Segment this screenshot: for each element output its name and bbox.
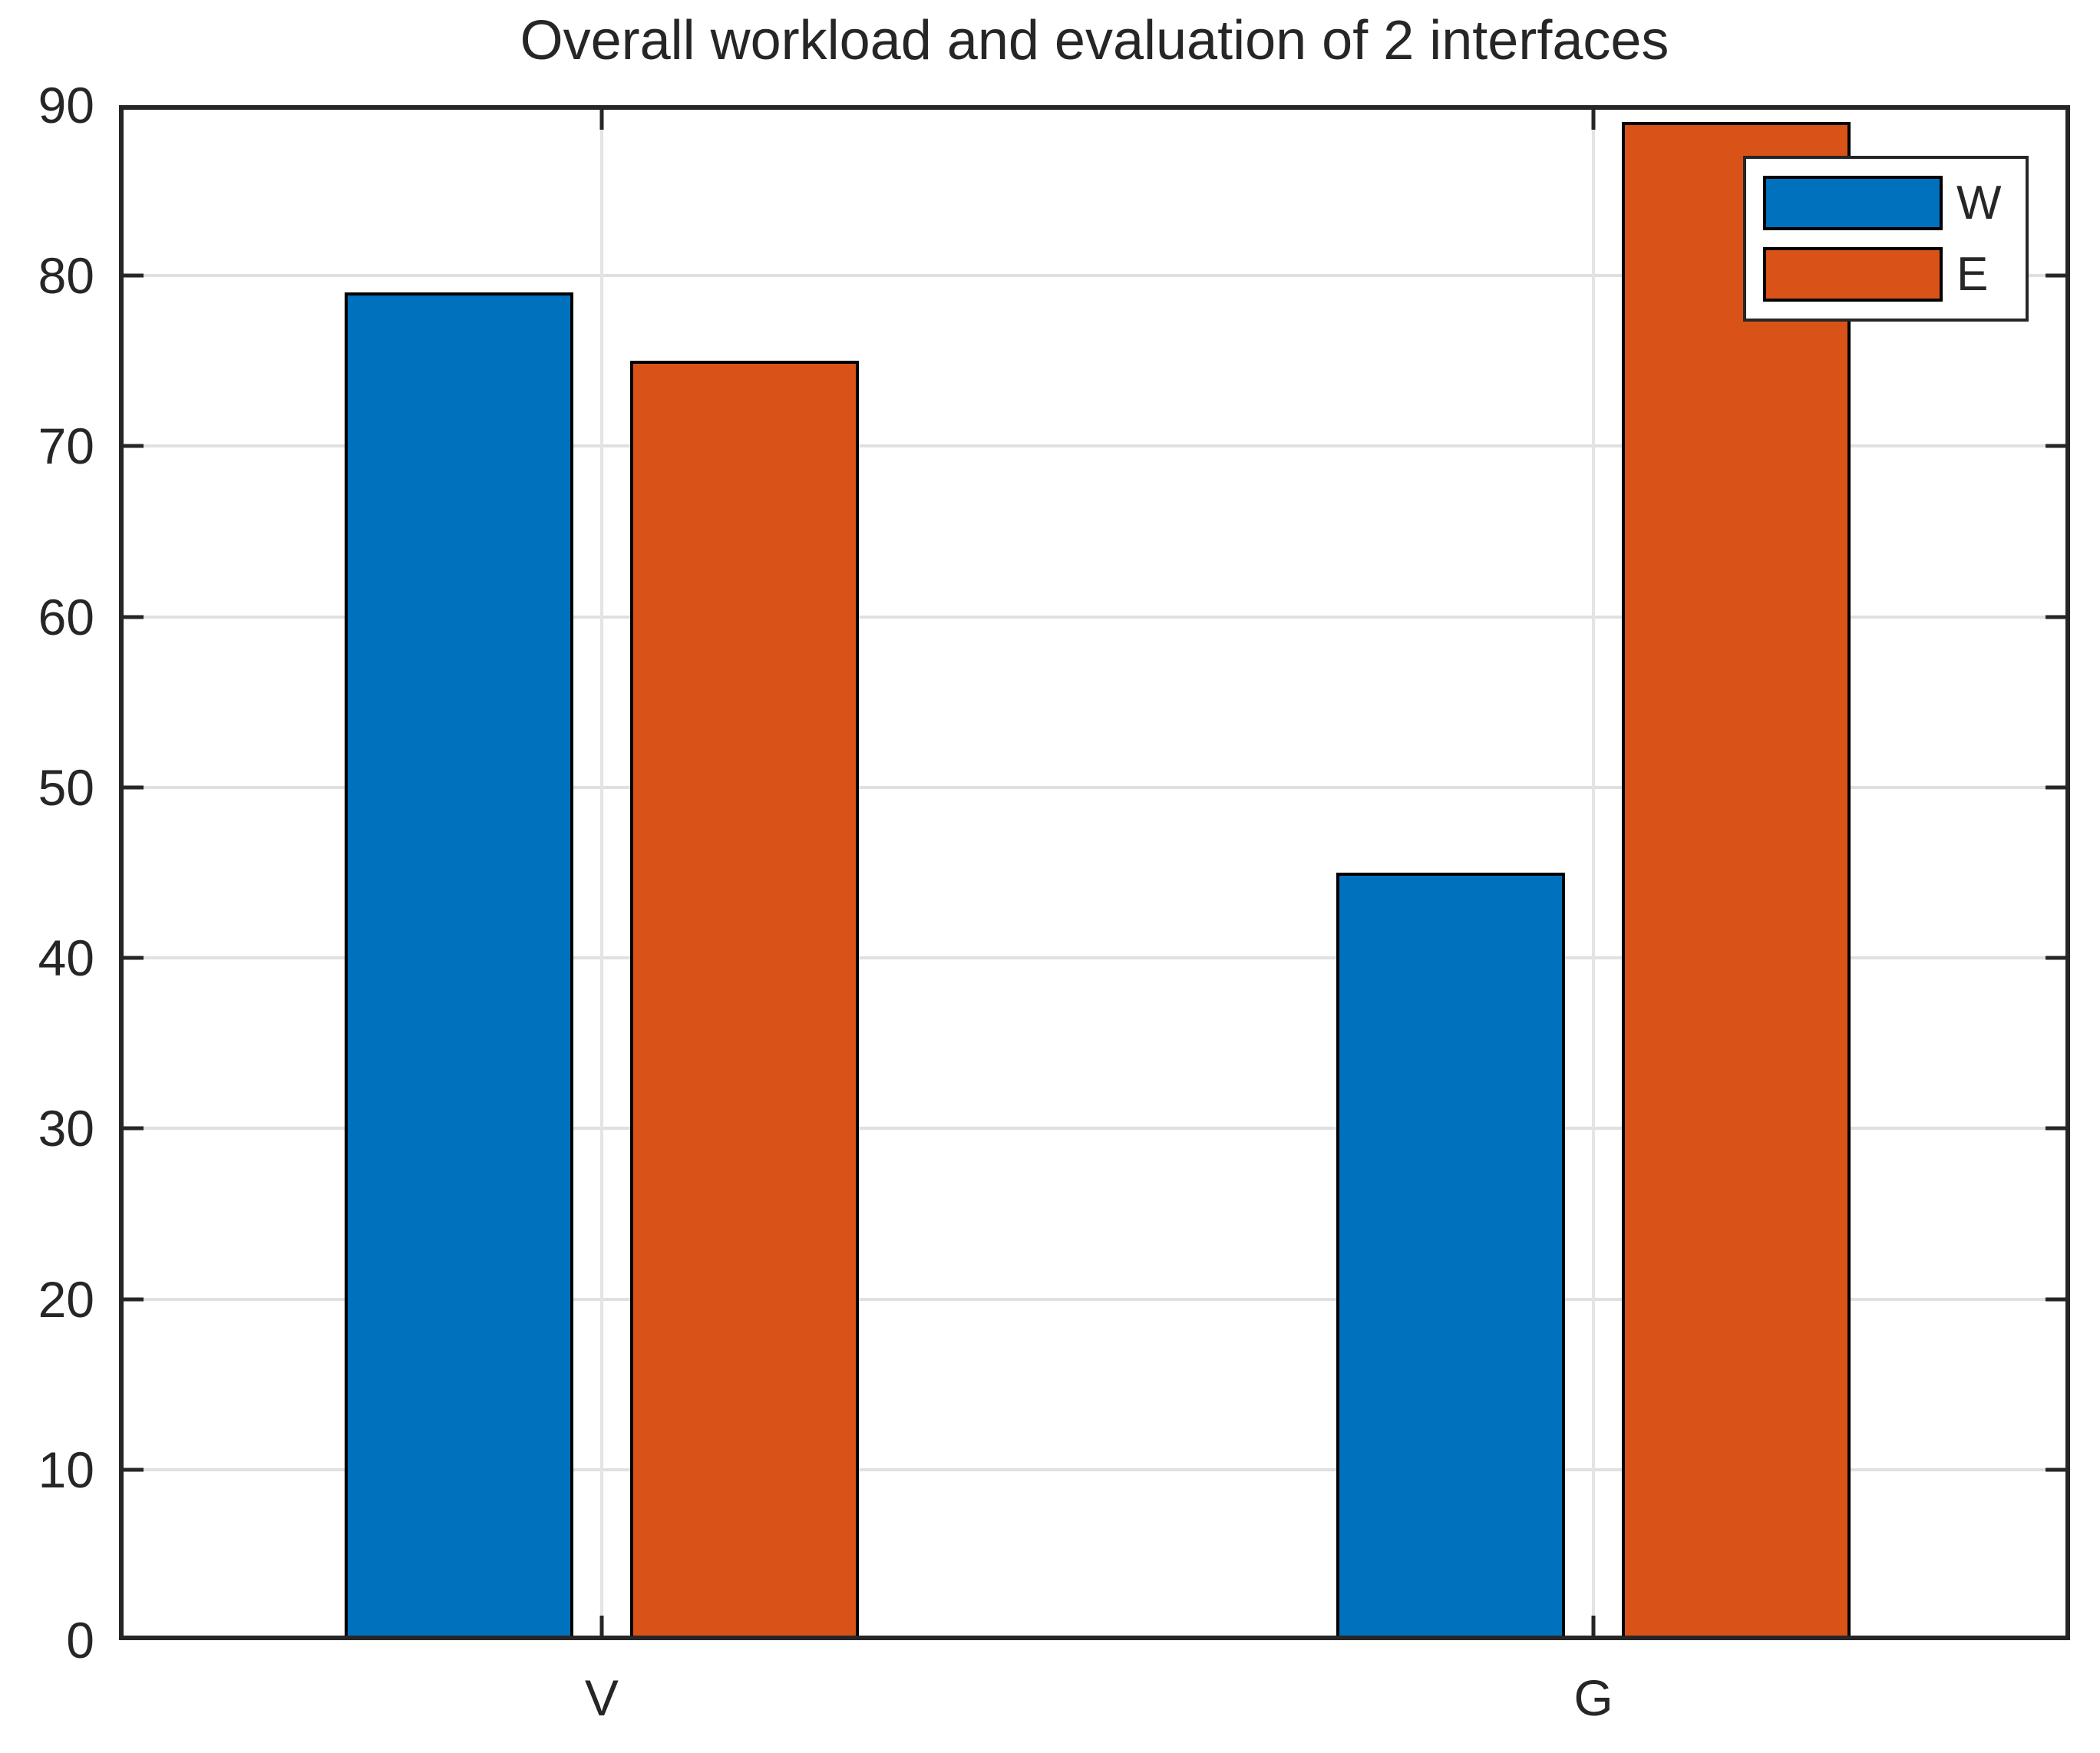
y-tick-label: 50 [38, 758, 94, 816]
x-tick-bottom [599, 1616, 604, 1636]
y-tick-label: 10 [38, 1441, 94, 1498]
x-tick-top [599, 110, 604, 130]
legend-item-e: E [1763, 247, 2026, 302]
y-tick-left [124, 1297, 144, 1302]
chart-title: Overall workload and evaluation of 2 int… [520, 10, 1669, 71]
y-tick-left [124, 785, 144, 790]
y-tick-right [2046, 956, 2065, 960]
y-tick-label: 30 [38, 1100, 94, 1157]
legend-label-w: W [1956, 176, 2002, 229]
y-tick-left [124, 956, 144, 960]
bar-V-W [344, 292, 573, 1640]
y-tick-left [124, 1467, 144, 1472]
x-tick-top [1591, 110, 1596, 130]
plot-area: 0 10 20 30 40 50 60 70 80 90 V G W E [38, 80, 2070, 1723]
h-gridline [119, 274, 2070, 278]
y-tick-label: 0 [66, 1612, 94, 1669]
y-tick-right [2046, 785, 2065, 790]
legend: W E [1743, 156, 2029, 322]
y-tick-right [2046, 1126, 2065, 1131]
h-gridline [119, 956, 2070, 960]
h-gridline [119, 444, 2070, 448]
y-tick-label: 40 [38, 929, 94, 987]
v-gridline [1591, 105, 1595, 1640]
y-tick-left [124, 1126, 144, 1131]
h-gridline [119, 1467, 2070, 1471]
y-tick-label: 80 [38, 247, 94, 305]
y-tick-left [124, 444, 144, 448]
bar-G-W [1336, 873, 1565, 1640]
h-gridline [119, 1297, 2070, 1301]
legend-swatch-e [1763, 247, 1943, 302]
legend-swatch-w [1763, 176, 1943, 230]
y-tick-right [2046, 1297, 2065, 1302]
legend-label-e: E [1956, 247, 1989, 301]
y-tick-label: 60 [38, 588, 94, 645]
x-tick-label: G [1573, 1669, 1613, 1726]
y-tick-right [2046, 615, 2065, 619]
legend-item-w: W [1763, 176, 2026, 230]
y-tick-right [2046, 444, 2065, 448]
bar-G-E [1622, 122, 1851, 1640]
h-gridline [119, 615, 2070, 619]
y-tick-right [2046, 273, 2065, 278]
y-tick-label: 90 [38, 77, 94, 134]
y-tick-label: 70 [38, 418, 94, 475]
y-tick-right [2046, 1467, 2065, 1472]
h-gridline [119, 785, 2070, 789]
h-gridline [119, 1127, 2070, 1131]
v-gridline [599, 105, 603, 1640]
y-tick-left [124, 615, 144, 619]
y-tick-left [124, 273, 144, 278]
x-tick-label: V [584, 1669, 619, 1726]
y-tick-label: 20 [38, 1270, 94, 1328]
x-tick-bottom [1591, 1616, 1596, 1636]
bar-V-E [630, 361, 859, 1640]
